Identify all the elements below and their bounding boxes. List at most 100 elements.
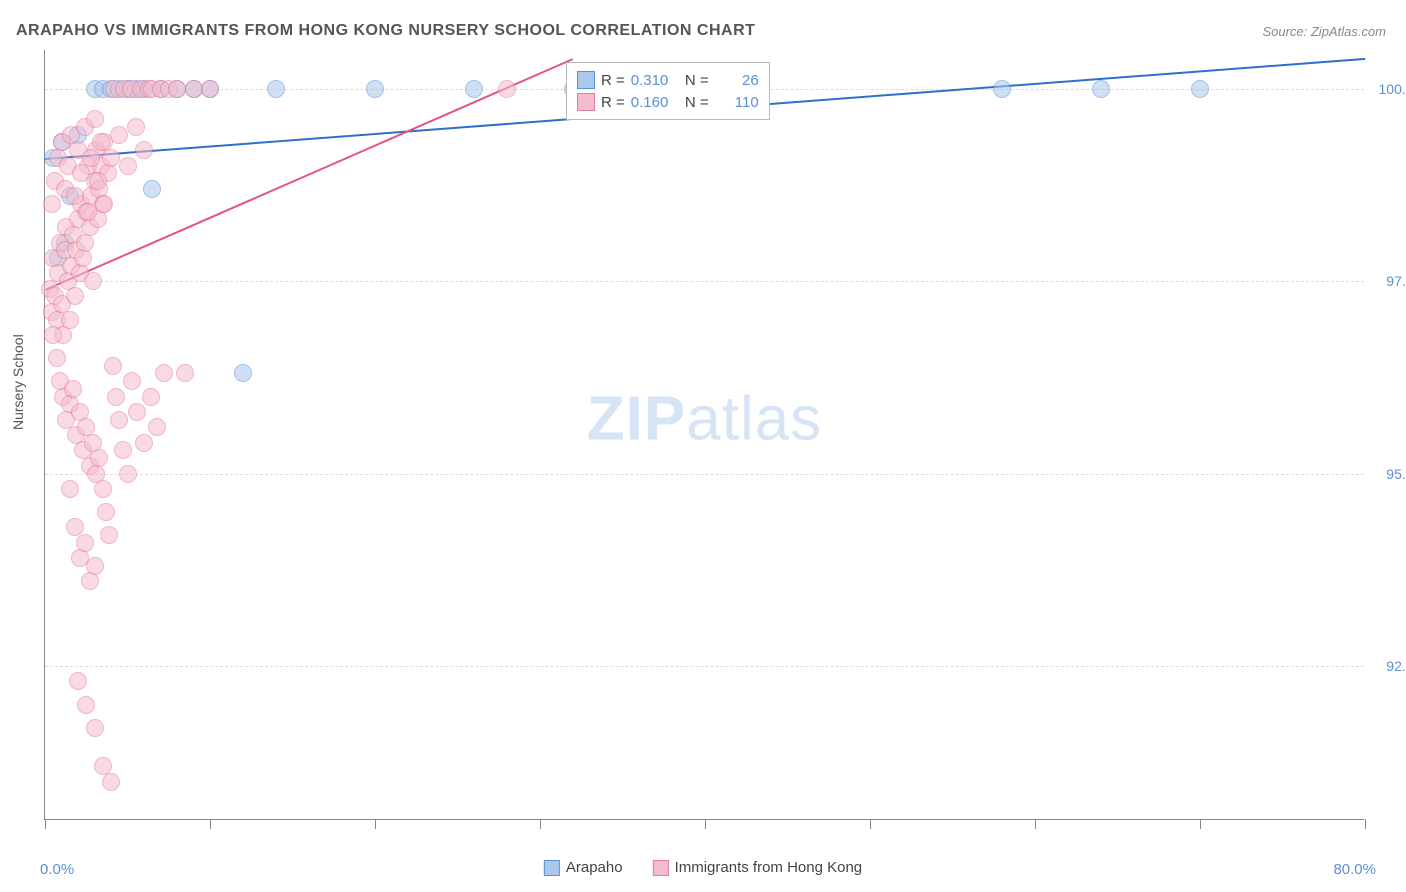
x-tick xyxy=(1200,819,1201,829)
data-point xyxy=(43,195,61,213)
data-point xyxy=(76,534,94,552)
data-point xyxy=(127,118,145,136)
data-point xyxy=(148,418,166,436)
data-point xyxy=(114,441,132,459)
x-tick xyxy=(870,819,871,829)
data-point xyxy=(123,372,141,390)
legend-swatch xyxy=(544,860,560,876)
data-point xyxy=(79,203,97,221)
data-point xyxy=(86,110,104,128)
stats-legend-row: R =0.160 N =110 xyxy=(577,91,759,113)
data-point xyxy=(110,126,128,144)
data-point xyxy=(185,80,203,98)
chart-title: ARAPAHO VS IMMIGRANTS FROM HONG KONG NUR… xyxy=(16,22,755,40)
stats-legend-row: R =0.310 N =26 xyxy=(577,69,759,91)
x-tick xyxy=(1035,819,1036,829)
stat-n-value: 26 xyxy=(715,72,759,89)
data-point xyxy=(89,172,107,190)
data-point xyxy=(119,157,137,175)
legend-label: Immigrants from Hong Kong xyxy=(675,859,863,876)
data-point xyxy=(143,180,161,198)
watermark-bold: ZIP xyxy=(587,385,686,454)
source-attribution: Source: ZipAtlas.com xyxy=(1262,24,1386,39)
data-point xyxy=(77,696,95,714)
y-axis-label: Nursery School xyxy=(10,334,26,430)
watermark: ZIPatlas xyxy=(587,384,822,455)
data-point xyxy=(1191,80,1209,98)
gridline xyxy=(45,281,1364,282)
stat-r-label: R = xyxy=(601,72,625,89)
data-point xyxy=(44,326,62,344)
data-point xyxy=(993,80,1011,98)
data-point xyxy=(69,672,87,690)
data-point xyxy=(135,434,153,452)
data-point xyxy=(82,149,100,167)
y-tick-label: 97.5% xyxy=(1370,273,1406,289)
data-point xyxy=(86,719,104,737)
x-tick xyxy=(540,819,541,829)
data-point xyxy=(86,557,104,575)
data-point xyxy=(110,411,128,429)
data-point xyxy=(176,364,194,382)
stats-legend: R =0.310 N =26R =0.160 N =110 xyxy=(566,62,770,120)
gridline xyxy=(45,666,1364,667)
data-point xyxy=(48,349,66,367)
data-point xyxy=(90,449,108,467)
gridline xyxy=(45,474,1364,475)
data-point xyxy=(97,503,115,521)
data-point xyxy=(61,311,79,329)
data-point xyxy=(107,388,125,406)
legend-item: Immigrants from Hong Kong xyxy=(653,859,863,876)
data-point xyxy=(498,80,516,98)
stat-n-label: N = xyxy=(681,94,709,111)
data-point xyxy=(102,149,120,167)
legend-swatch xyxy=(577,93,595,111)
data-point xyxy=(267,80,285,98)
data-point xyxy=(465,80,483,98)
x-tick xyxy=(45,819,46,829)
data-point xyxy=(201,80,219,98)
data-point xyxy=(100,526,118,544)
data-point xyxy=(84,272,102,290)
data-point xyxy=(92,133,110,151)
data-point xyxy=(61,480,79,498)
data-point xyxy=(64,380,82,398)
data-point xyxy=(72,164,90,182)
data-point xyxy=(94,480,112,498)
x-axis-max-label: 80.0% xyxy=(1333,861,1376,878)
stat-r-value: 0.310 xyxy=(631,72,675,89)
legend-label: Arapaho xyxy=(566,859,623,876)
data-point xyxy=(95,195,113,213)
data-point xyxy=(128,403,146,421)
data-point xyxy=(234,364,252,382)
y-tick-label: 100.0% xyxy=(1370,81,1406,97)
stat-r-label: R = xyxy=(601,94,625,111)
plot-area: ZIPatlas 92.5%95.0%97.5%100.0% xyxy=(44,50,1364,820)
data-point xyxy=(142,388,160,406)
watermark-light: atlas xyxy=(686,385,822,454)
series-legend: Arapaho Immigrants from Hong Kong xyxy=(544,859,862,876)
data-point xyxy=(155,364,173,382)
data-point xyxy=(66,287,84,305)
legend-item: Arapaho xyxy=(544,859,623,876)
data-point xyxy=(135,141,153,159)
data-point xyxy=(168,80,186,98)
x-tick xyxy=(375,819,376,829)
x-tick xyxy=(705,819,706,829)
chart-container: ARAPAHO VS IMMIGRANTS FROM HONG KONG NUR… xyxy=(0,0,1406,892)
y-tick-label: 95.0% xyxy=(1370,466,1406,482)
data-point xyxy=(104,357,122,375)
data-point xyxy=(81,572,99,590)
x-tick xyxy=(1365,819,1366,829)
data-point xyxy=(102,773,120,791)
legend-swatch xyxy=(577,71,595,89)
data-point xyxy=(366,80,384,98)
data-point xyxy=(119,465,137,483)
data-point xyxy=(66,187,84,205)
stat-n-value: 110 xyxy=(715,94,759,111)
legend-swatch xyxy=(653,860,669,876)
x-tick xyxy=(210,819,211,829)
data-point xyxy=(76,234,94,252)
data-point xyxy=(74,249,92,267)
y-tick-label: 92.5% xyxy=(1370,658,1406,674)
